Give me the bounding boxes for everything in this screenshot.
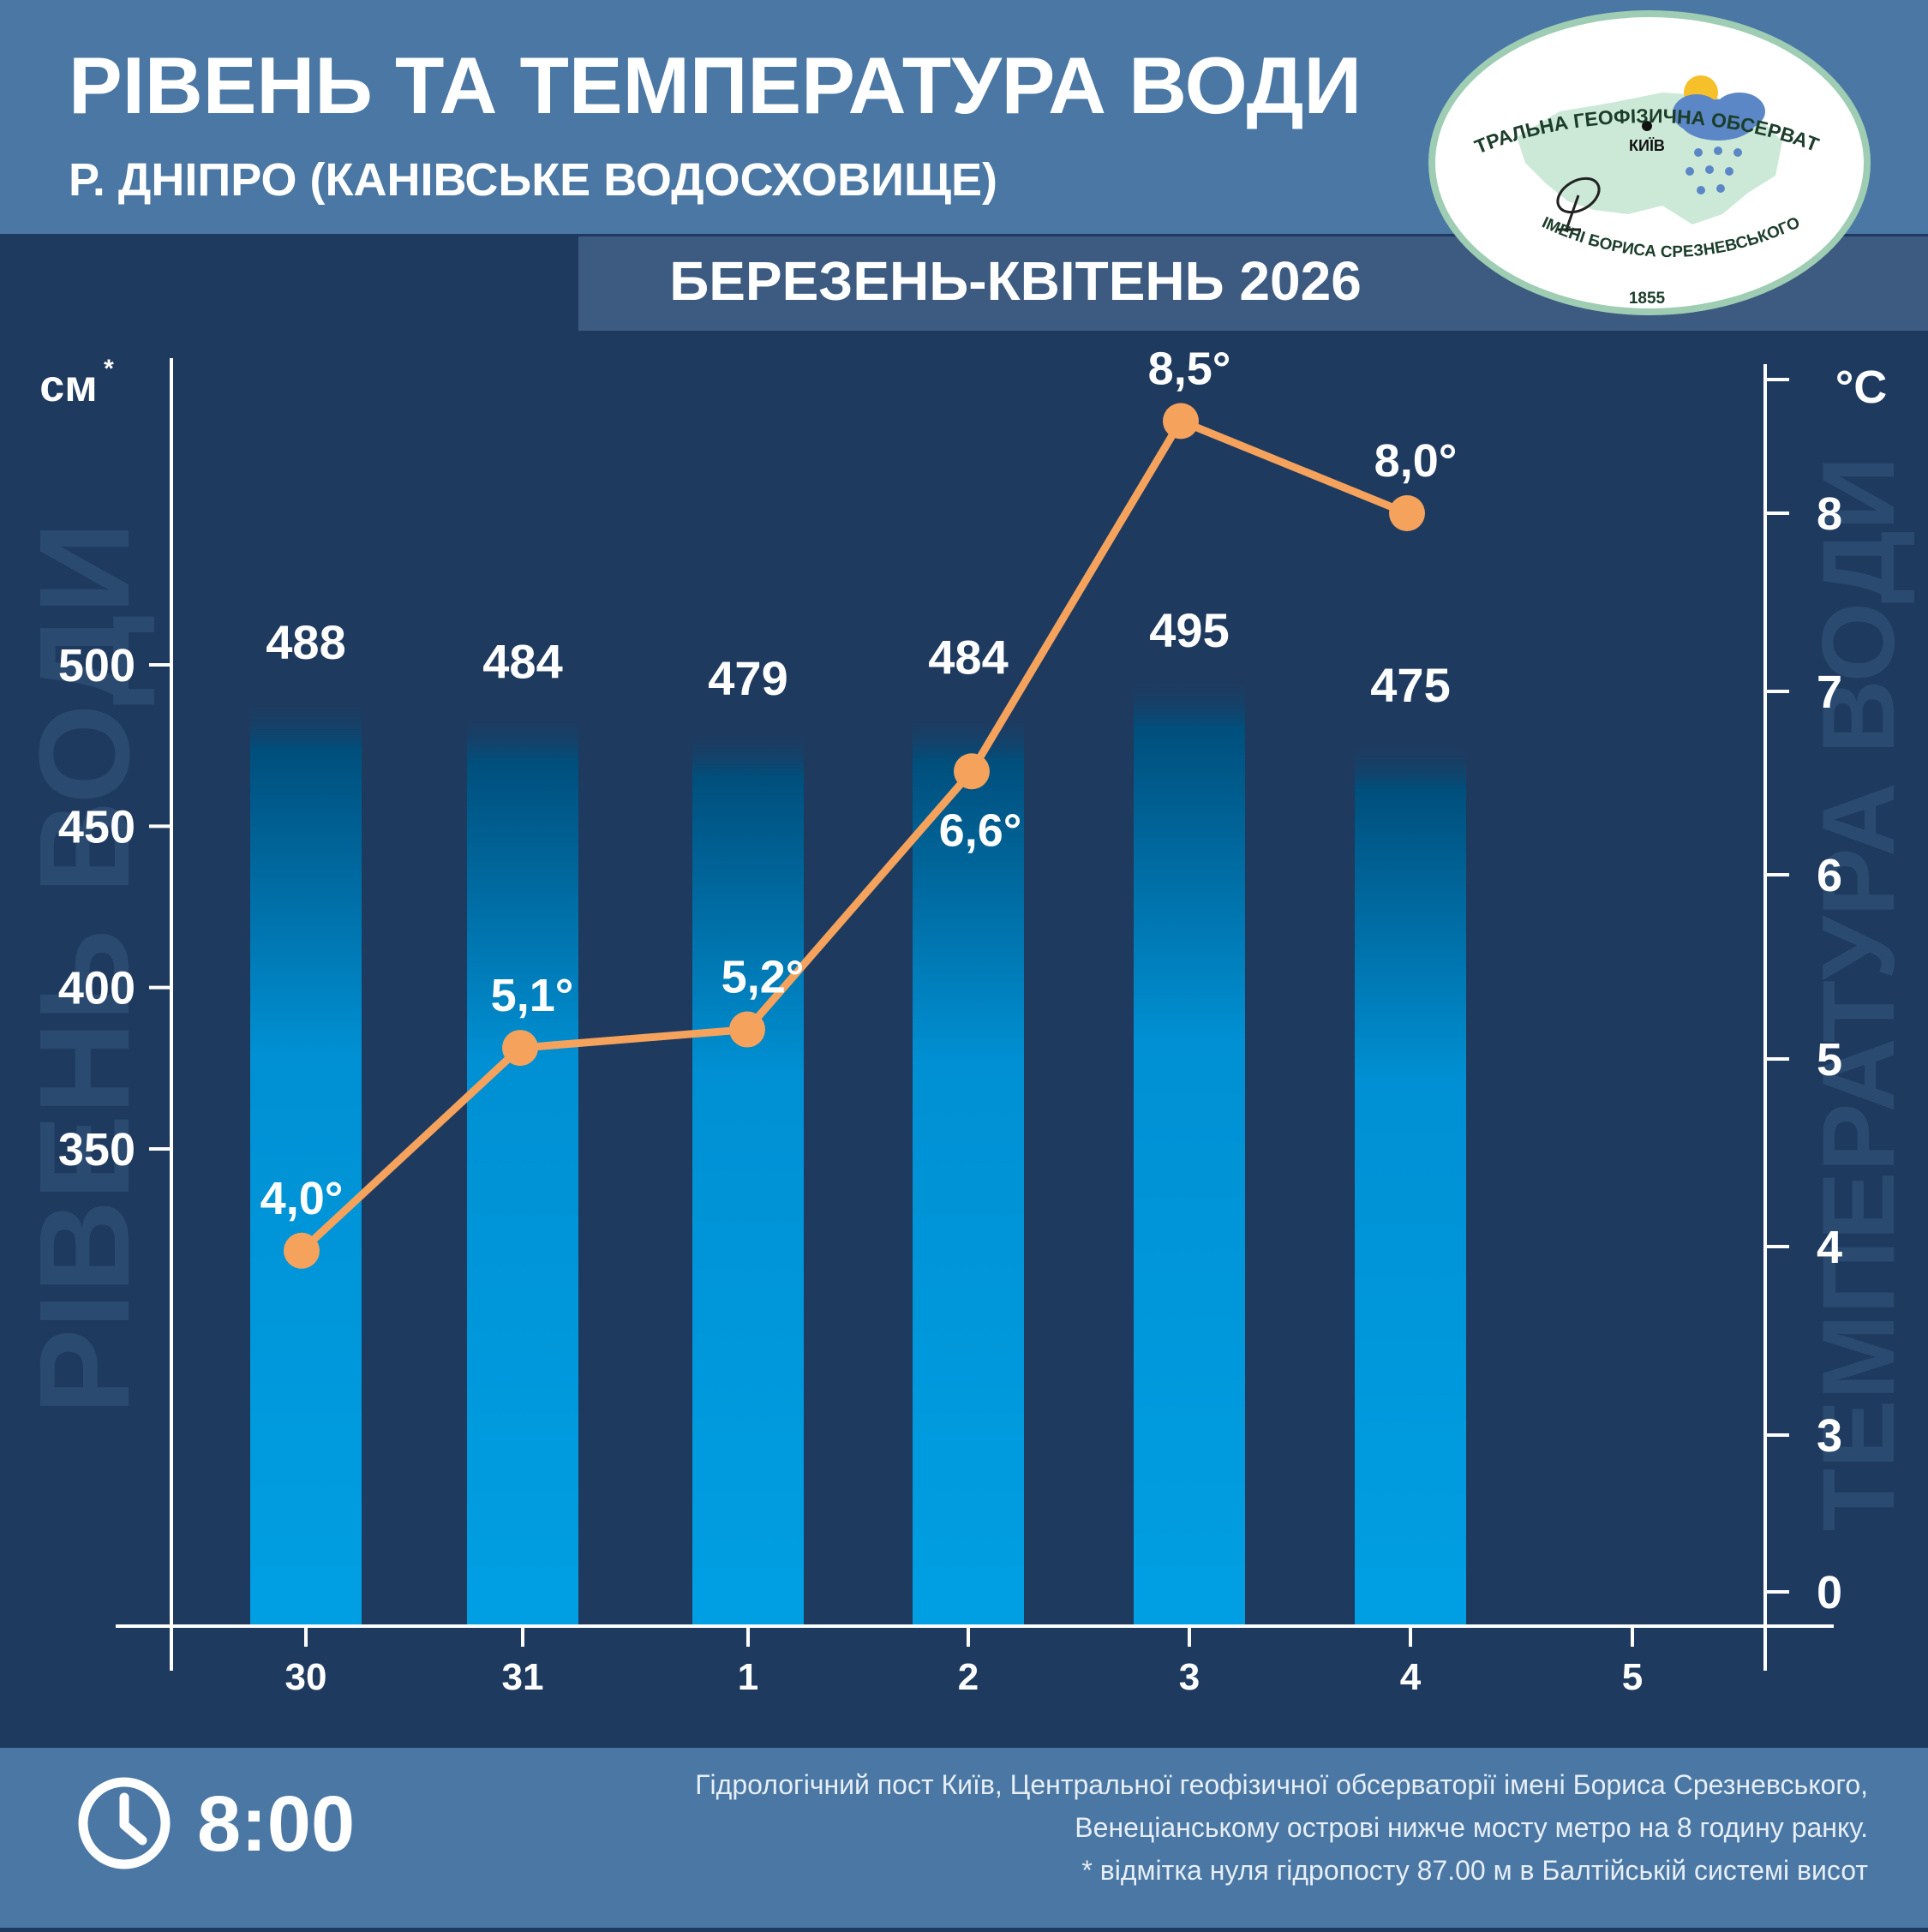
rain-cloud-icon [1673,93,1765,141]
level-bar [1355,745,1466,1626]
right-axis-ticks: 0 3 4 5 6 7 8 [1765,378,1842,1618]
right-tick-label: 5 [1817,1034,1842,1086]
level-value-label: 479 [708,651,787,705]
temperature-points [284,403,1425,1269]
period-label: БЕРЕЗЕНЬ-КВІТЕНЬ 2026 [669,250,1362,312]
page-subtitle: Р. ДНІПРО (КАНІВСЬКЕ ВОДОСХОВИЩЕ) [69,154,997,206]
level-bars [250,680,1466,1627]
left-axis-unit-footnote-mark: * [104,355,114,383]
left-tick-label: 450 [58,801,135,852]
temperature-point [284,1232,320,1269]
temperature-value-label: 6,6° [939,805,1022,856]
x-tick-label: 3 [1179,1656,1200,1698]
level-value-label: 488 [266,615,345,669]
left-axis-unit: см [39,362,97,411]
x-tick-label: 5 [1622,1656,1643,1698]
level-value-label: 484 [928,630,1008,684]
level-bar [913,716,1024,1627]
clock-icon [78,1777,171,1869]
raindrops-icon [1686,147,1742,194]
x-tick-label: 1 [738,1656,758,1698]
level-bar [467,716,578,1627]
level-value-label: 484 [482,634,562,688]
x-tick-label: 4 [1400,1656,1422,1698]
temperature-value-labels: 4,0° 5,1° 5,2° 6,6° 8,5° 8,0° [260,343,1458,1223]
right-tick-label: 6 [1817,850,1842,901]
level-value-labels: 488 484 479 484 495 475 [266,603,1450,712]
radar-dish-icon [1556,176,1601,231]
footer-band [0,1748,1928,1928]
temperature-value-label: 4,0° [260,1173,344,1224]
x-axis-ticks: 30 31 1 2 3 4 5 [285,1626,1643,1698]
right-axis-unit: °C [1835,362,1888,413]
logo-year: 1855 [1629,290,1666,308]
left-tick-label: 350 [58,1124,135,1175]
temperature-value-label: 5,2° [722,952,805,1003]
logo-city: КИЇВ [1629,137,1665,154]
temperature-value-label: 5,1° [491,970,574,1021]
left-tick-label: 500 [58,640,135,691]
temperature-point [1389,495,1425,531]
footer-note-line-1: Гідрологічний пост Київ, Центральної гео… [695,1769,1868,1800]
level-bar [692,733,804,1626]
kyiv-marker [1642,121,1652,131]
temperature-point [1163,403,1199,440]
chart-axes [116,358,1834,1671]
x-tick-label: 30 [285,1656,327,1698]
footer-time: 8:00 [197,1780,355,1868]
right-tick-label: 8 [1817,488,1842,540]
temperature-value-label: 8,5° [1148,343,1231,394]
level-value-label: 495 [1149,603,1229,657]
level-value-label: 475 [1370,658,1450,712]
temperature-line [298,416,1409,1254]
level-bar [1134,680,1245,1627]
temperature-point [502,1030,538,1067]
left-axis-watermark: РІВЕНЬ ВОДИ [12,522,156,1415]
right-tick-label: 4 [1817,1222,1842,1273]
footer-note-line-2: Венеціанському острові нижче мосту метро… [1075,1812,1868,1843]
temperature-point [954,753,990,790]
left-axis-ticks: 350 400 450 500 [58,640,171,1175]
x-tick-label: 31 [502,1656,544,1698]
temperature-value-label: 8,0° [1374,435,1458,487]
right-tick-label: 0 [1817,1567,1842,1618]
page-title: РІВЕНЬ ТА ТЕМПЕРАТУРА ВОДИ [69,40,1362,130]
temperature-point [729,1011,765,1048]
right-axis-watermark: ТЕМПЕРАТУРА ВОДИ [1801,457,1916,1531]
footer-note-line-3: * відмітка нуля гідропосту 87.00 м в Бал… [1081,1855,1868,1886]
right-tick-label: 7 [1817,667,1842,718]
level-bar [250,703,362,1627]
left-tick-label: 400 [58,963,135,1014]
right-tick-label: 3 [1817,1410,1842,1462]
x-tick-label: 2 [958,1656,979,1698]
